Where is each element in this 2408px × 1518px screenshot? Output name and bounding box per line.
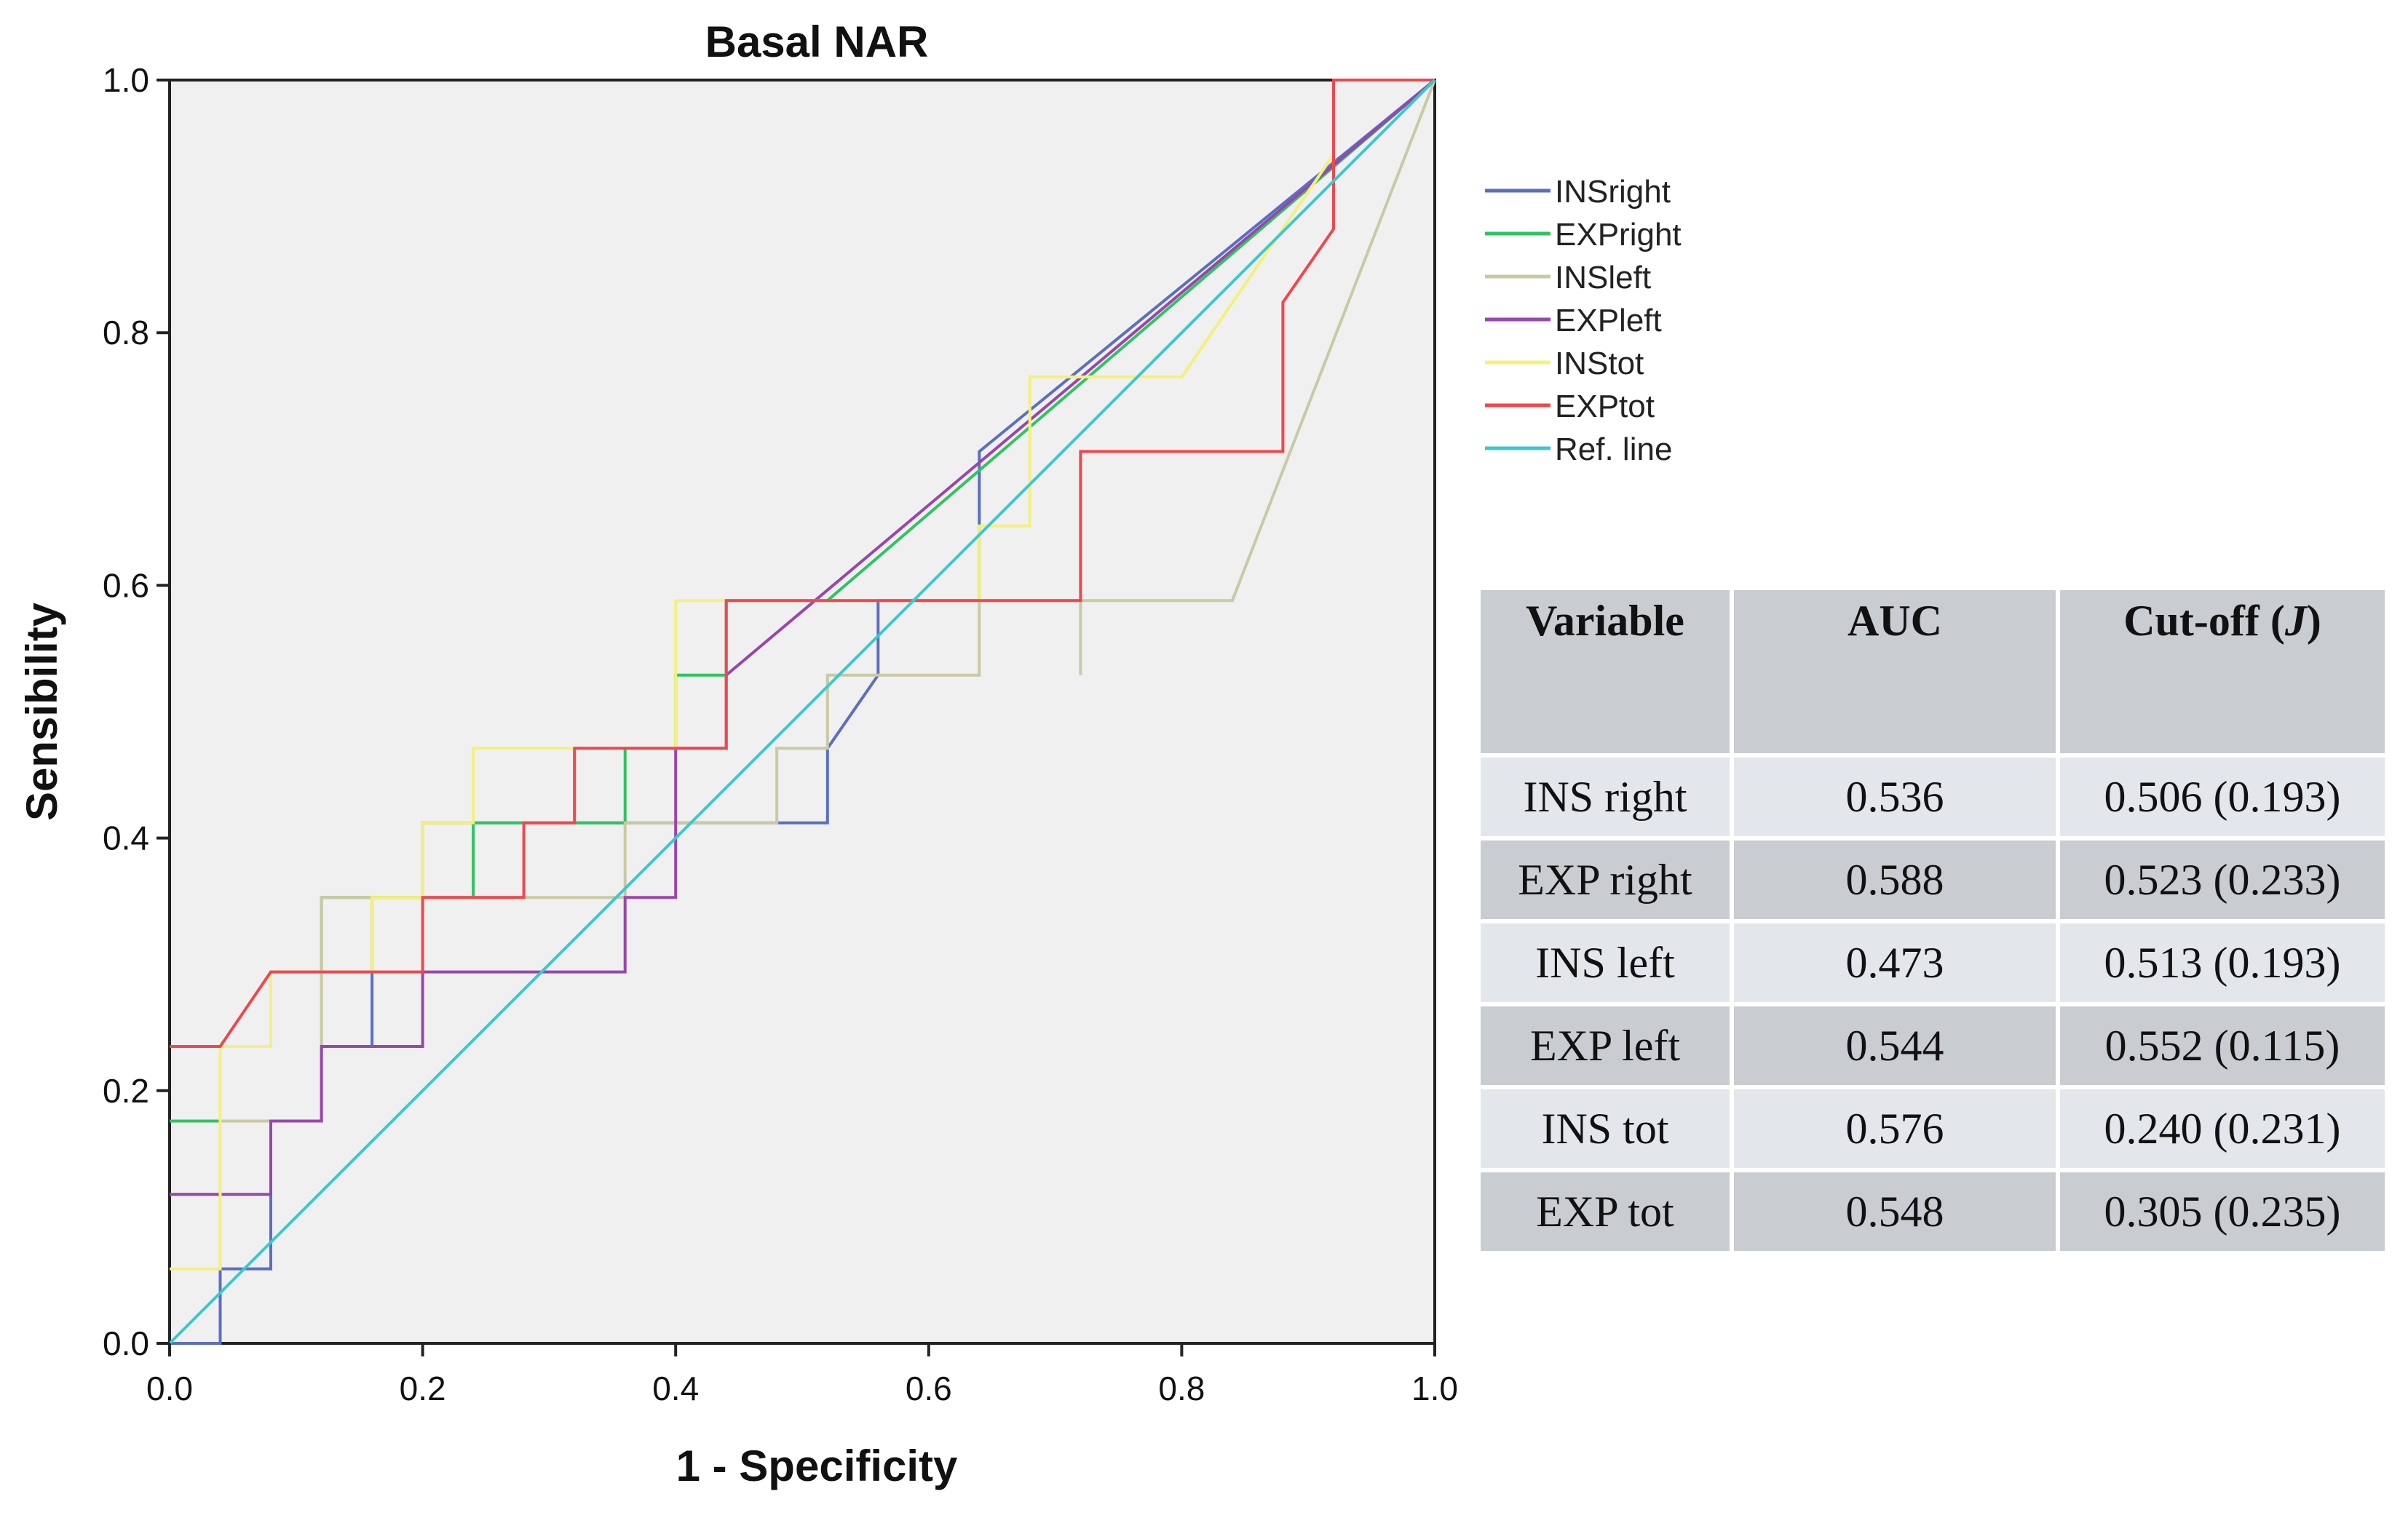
table-row: INS left 0.473 0.513 (0.193) [1481, 923, 2385, 1002]
cell-cutoff: 0.523 (0.233) [2060, 841, 2385, 919]
cell-auc: 0.548 [1734, 1172, 2056, 1251]
x-tick-label: 0.2 [400, 1370, 446, 1407]
cell-cutoff: 0.240 (0.231) [2060, 1089, 2385, 1168]
y-tick-label: 0.4 [103, 819, 149, 857]
cell-auc: 0.576 [1734, 1089, 2056, 1168]
legend-label: INSright [1555, 174, 1671, 210]
header-cutoff-j: J [2284, 597, 2307, 645]
table-row: INS right 0.536 0.506 (0.193) [1481, 758, 2385, 836]
header-auc: AUC [1734, 590, 2056, 753]
legend-label: EXPtot [1555, 389, 1655, 424]
legend-label: EXPleft [1555, 303, 1662, 338]
cell-auc: 0.536 [1734, 758, 2056, 836]
x-tick-label: 0.8 [1158, 1370, 1205, 1407]
y-tick-label: 0.2 [103, 1072, 149, 1110]
axis-layer: 0.0 0.2 0.4 0.6 0.8 1.0 0.0 0.2 0.4 0.6 0.8 1.0 [103, 61, 1458, 1407]
cell-cutoff: 0.552 (0.115) [2060, 1006, 2385, 1085]
cell-cutoff: 0.506 (0.193) [2060, 758, 2385, 836]
x-tick-label: 1.0 [1411, 1370, 1458, 1407]
legend: INSright EXPright INSleft EXPleft INStot EXPt… [1485, 174, 1682, 467]
series-line-exptot [170, 79, 1435, 1048]
y-tick-label: 0.6 [103, 566, 149, 604]
legend-label: INSleft [1555, 260, 1651, 295]
series-layer [168, 79, 1436, 1345]
cell-auc: 0.544 [1734, 1006, 2056, 1085]
cell-variable: EXP left [1481, 1006, 1730, 1085]
header-cutoff-text: Cut-off ( [2123, 597, 2285, 645]
cell-variable: INS left [1481, 923, 1730, 1002]
table-row: EXP tot 0.548 0.305 (0.235) [1481, 1172, 2385, 1251]
cell-cutoff: 0.513 (0.193) [2060, 923, 2385, 1002]
legend-label: INStot [1555, 346, 1644, 381]
chart-title: Basal NAR [705, 17, 929, 66]
cell-cutoff: 0.305 (0.235) [2060, 1172, 2385, 1251]
cell-variable: EXP right [1481, 841, 1730, 919]
cell-variable: INS tot [1481, 1089, 1730, 1168]
series-line-ref-line [168, 79, 1436, 1345]
cell-variable: EXP tot [1481, 1172, 1730, 1251]
series-line-instot [170, 79, 1435, 1271]
legend-label: EXPright [1555, 217, 1682, 253]
y-tick-label: 0.0 [103, 1324, 149, 1362]
table-row: EXP right 0.588 0.523 (0.233) [1481, 841, 2385, 919]
cell-auc: 0.473 [1734, 923, 2056, 1002]
table-row: EXP left 0.544 0.552 (0.115) [1481, 1006, 2385, 1085]
auc-table: Variable AUC Cut-off (J) INS right 0.536… [1476, 586, 2389, 1255]
legend-label: Ref. line [1555, 432, 1672, 467]
x-tick-label: 0.4 [652, 1370, 699, 1407]
x-tick-label: 0.6 [906, 1370, 952, 1407]
table-header-row: Variable AUC Cut-off (J) [1481, 590, 2385, 753]
cell-variable: INS right [1481, 758, 1730, 836]
header-variable: Variable [1481, 590, 1730, 753]
y-axis-label: Sensibility [17, 602, 66, 821]
header-cutoff: Cut-off (J) [2060, 590, 2385, 753]
header-cutoff-close: ) [2306, 597, 2321, 645]
y-tick-label: 0.8 [103, 314, 149, 351]
table-row: INS tot 0.576 0.240 (0.231) [1481, 1089, 2385, 1168]
cell-auc: 0.588 [1734, 841, 2056, 919]
x-axis-label: 1 - Specificity [676, 1442, 958, 1490]
x-tick-label: 0.0 [146, 1370, 193, 1407]
y-tick-label: 1.0 [103, 61, 149, 99]
